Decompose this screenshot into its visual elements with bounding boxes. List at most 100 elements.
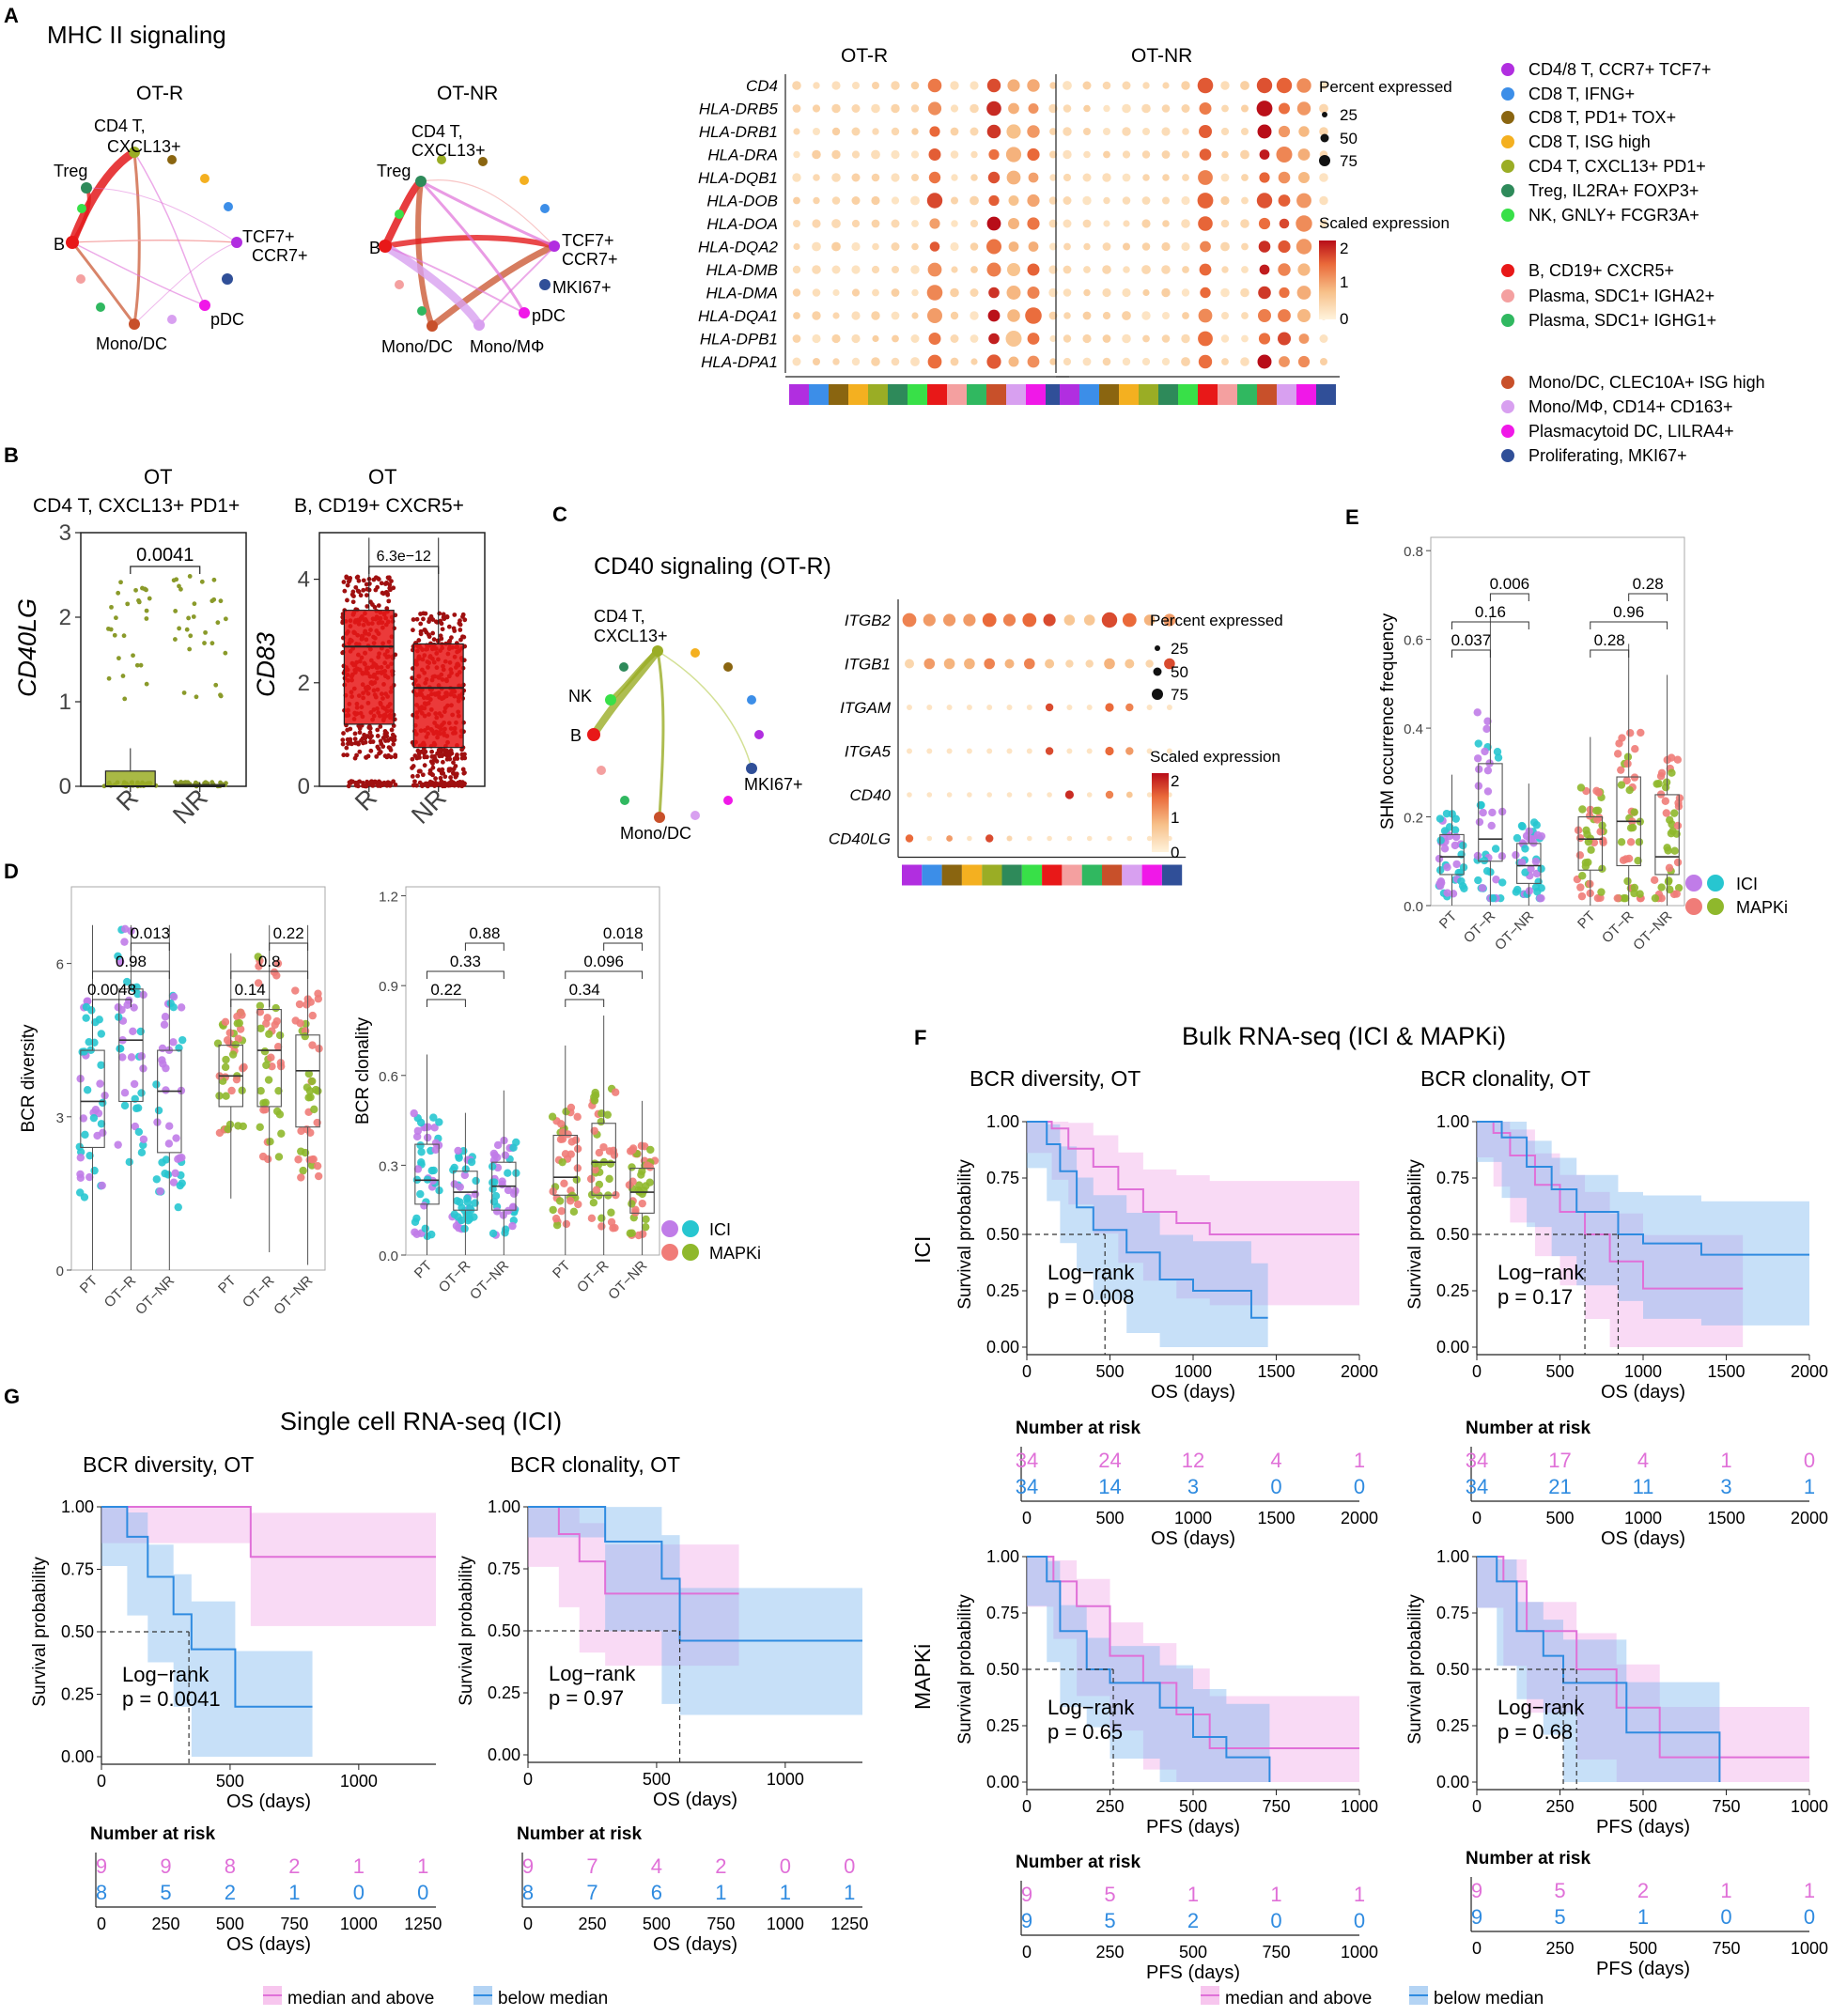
net-r-label-b: B — [54, 235, 65, 254]
e-legend-mapki: MAPKi — [1736, 898, 1788, 917]
g-point — [501, 1151, 510, 1159]
a-r-dot — [970, 174, 978, 181]
g-point — [297, 1147, 305, 1155]
a-r-dot — [1049, 174, 1057, 181]
c-celltype-bar — [1161, 864, 1183, 886]
edge-cd4t-monodc — [132, 151, 141, 325]
b-point — [425, 754, 429, 760]
g-point — [504, 1186, 513, 1195]
b-point — [344, 745, 349, 751]
a-r-dot — [911, 220, 919, 227]
g-bracket — [603, 942, 644, 951]
a-r-dot — [1027, 125, 1040, 138]
g-point — [501, 1225, 510, 1233]
a-r-dot — [1005, 147, 1022, 163]
km-risk-hi: 4 — [1637, 1449, 1649, 1472]
g-point — [120, 924, 130, 934]
g-point — [605, 1174, 613, 1184]
a-nr-dot — [1319, 334, 1328, 343]
g-point — [548, 1112, 557, 1121]
b-right-title2: B, CD19+ CXCR5+ — [294, 495, 464, 517]
km-risk-hi: 9 — [522, 1854, 534, 1878]
a-nr-dot — [1198, 308, 1213, 323]
g-point — [1435, 814, 1445, 823]
b-point — [438, 618, 443, 624]
g-xtick-label: OT−NR — [271, 1273, 316, 1318]
b-ytick-label: 1 — [59, 690, 71, 715]
km-ci-band — [528, 1507, 862, 1715]
panel-g-title: Single cell RNA-seq (ICI) — [280, 1407, 562, 1435]
b-point — [356, 741, 361, 747]
b-point — [440, 753, 444, 759]
celltype-legend-swatch — [1501, 314, 1514, 327]
dot-title-ot-r: OT-R — [841, 45, 888, 67]
a-nr-dot — [1320, 358, 1327, 365]
a-r-dot — [812, 333, 821, 344]
a-r-dot — [911, 174, 919, 181]
b-point — [448, 775, 453, 780]
b-point — [374, 753, 380, 759]
g-point — [1674, 883, 1684, 892]
a-nr-dot — [1142, 82, 1150, 89]
scale-a-0: 0 — [1340, 310, 1348, 328]
g-point — [84, 997, 92, 1005]
f-legend-hi: median and above — [1225, 1989, 1372, 2008]
a-r-dot — [892, 334, 899, 343]
a-r-dot — [950, 104, 959, 113]
km-risk-hi: 1 — [1354, 1883, 1365, 1906]
g-point — [1585, 812, 1594, 820]
celltype-legend-swatch — [1501, 87, 1514, 101]
g-point — [139, 1140, 147, 1150]
g-xtick-label: OT−NR — [132, 1273, 178, 1318]
g-point — [134, 1127, 144, 1137]
g-point — [586, 1174, 596, 1184]
a-nr-celltype-bar — [1079, 384, 1099, 405]
a-r-dot — [1027, 263, 1040, 276]
g-point — [152, 1080, 161, 1089]
b-point — [378, 724, 383, 729]
km-curve-lo — [1477, 1121, 1809, 1256]
a-nr-dot — [1102, 311, 1111, 320]
a-nr-dot — [1220, 219, 1230, 228]
c-dot — [1043, 613, 1056, 627]
b-left-title2: CD4 T, CXCL13+ PD1+ — [33, 495, 240, 517]
net-nr-label-ccr7: CCR7+ — [562, 250, 618, 269]
a-r-dot — [812, 149, 821, 160]
g-point — [638, 1199, 646, 1208]
gene-label-a: HLA-DRA — [707, 147, 778, 164]
pct-c-75: 75 — [1171, 686, 1188, 704]
b-point — [360, 781, 365, 785]
g-point — [1670, 809, 1679, 817]
b-point — [427, 634, 432, 640]
a-nr-dot — [1063, 357, 1072, 366]
scale-a-bar — [1319, 240, 1336, 319]
km-pvalue: p = 0.65 — [1047, 1720, 1123, 1744]
g-point — [1498, 878, 1507, 887]
g-bracket — [92, 970, 170, 979]
a-r-dot — [970, 81, 979, 90]
g-point — [304, 1069, 314, 1078]
a-r-dot — [1006, 124, 1021, 139]
g-point — [1473, 754, 1482, 763]
km-ytick-label: 0.50 — [986, 1225, 1019, 1244]
g-point — [1618, 734, 1626, 742]
km-ytick-label: 1.00 — [986, 1547, 1019, 1566]
a-r-celltype-bar — [888, 384, 908, 405]
a-nr-dot — [1296, 215, 1312, 232]
g-point — [509, 1143, 518, 1152]
a-nr-dot — [1082, 311, 1092, 320]
c-dot — [1006, 705, 1013, 710]
b-point — [432, 756, 438, 762]
g-point — [1474, 876, 1482, 885]
km-ytick-label: 0.50 — [1436, 1660, 1469, 1679]
g-point — [498, 1180, 506, 1189]
net-nr-label-pdc: pDC — [532, 306, 566, 325]
c-dot — [1026, 705, 1032, 710]
km-risk-xtick: 500 — [216, 1915, 244, 1933]
a-nr-dot — [1063, 149, 1072, 160]
g-point — [260, 1047, 270, 1056]
node-plasma-g1 — [96, 302, 105, 312]
b-point — [451, 760, 456, 766]
a-nr-dot — [1181, 81, 1190, 90]
km-risk-hi: 9 — [1471, 1879, 1482, 1902]
